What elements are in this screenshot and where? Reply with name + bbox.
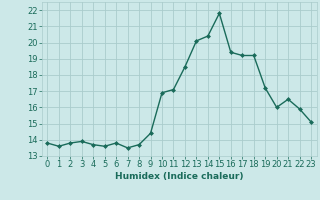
X-axis label: Humidex (Indice chaleur): Humidex (Indice chaleur): [115, 172, 244, 181]
